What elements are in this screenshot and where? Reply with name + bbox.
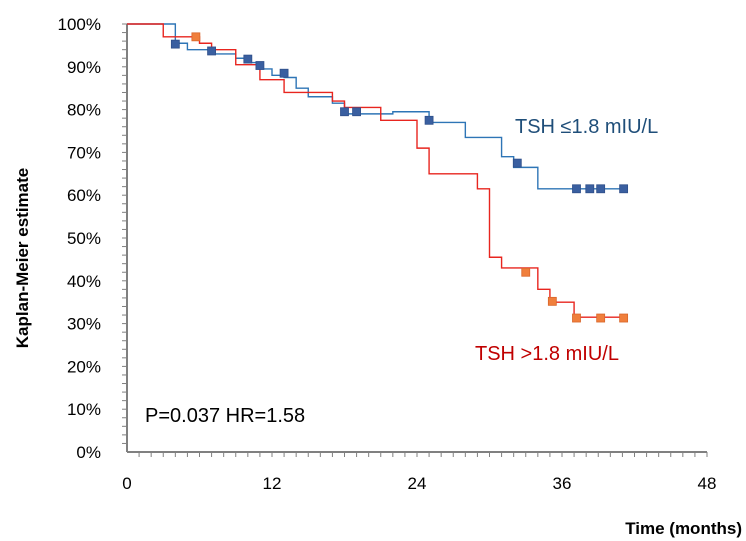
censor-marker-0 [340, 107, 349, 117]
series-line-1 [127, 23, 623, 318]
y-tick-label: 10% [67, 400, 101, 419]
censor-marker-0 [170, 39, 180, 49]
censor-marker-0 [207, 46, 216, 56]
censor-marker-0 [352, 107, 361, 117]
censor-marker-0 [512, 158, 522, 168]
y-tick-label: 50% [67, 229, 101, 248]
y-tick-label: 90% [67, 58, 101, 77]
censor-marker-0 [572, 184, 581, 194]
y-tick-label: 30% [67, 315, 101, 334]
censor-marker-0 [585, 184, 595, 194]
series-label-high-tsh: TSH >1.8 mIU/L [475, 343, 619, 365]
censor-marker-1 [521, 267, 531, 277]
censor-marker-0 [255, 61, 265, 70]
y-tick-label: 40% [67, 272, 101, 291]
series-label-low-tsh: TSH ≤1.8 mIU/L [515, 116, 658, 138]
y-tick-labels: 0% 10% 20% 30% 40% 50% 60% 70% 80% 90% 100% [58, 15, 101, 462]
x-tick-label: 12 [263, 474, 282, 493]
censor-marker-1 [572, 313, 581, 323]
x-tick-label: 48 [698, 474, 717, 493]
x-tick-label: 36 [553, 474, 572, 493]
marker-layer [170, 32, 629, 323]
censor-marker-0 [619, 184, 629, 194]
y-tick-label: 80% [67, 101, 101, 120]
censor-marker-0 [279, 68, 289, 78]
y-tick-label: 60% [67, 186, 101, 205]
y-tick-label: 100% [58, 15, 101, 34]
censor-marker-0 [596, 184, 606, 194]
axes [126, 24, 707, 453]
x-minor-ticks [138, 452, 708, 457]
y-minor-ticks [122, 23, 127, 444]
p-value-hr-annotation: P=0.037 HR=1.58 [145, 405, 305, 427]
x-tick-label: 0 [122, 474, 131, 493]
x-tick-label: 24 [408, 474, 427, 493]
censor-marker-1 [547, 296, 557, 306]
x-axis-title: Time (months) [625, 519, 742, 538]
y-tick-label: 20% [67, 357, 101, 376]
series-layer [127, 23, 623, 318]
y-tick-label: 70% [67, 143, 101, 162]
x-tick-labels: 0 12 24 36 48 [122, 474, 716, 493]
series-line-0 [127, 23, 623, 190]
censor-marker-0 [424, 115, 434, 125]
censor-marker-1 [596, 313, 606, 323]
censor-marker-0 [243, 54, 253, 64]
y-axis-title: Kaplan-Meier estimate [13, 168, 32, 348]
censor-marker-1 [191, 32, 201, 42]
y-tick-label: 0% [76, 443, 101, 462]
censor-marker-1 [619, 313, 629, 323]
